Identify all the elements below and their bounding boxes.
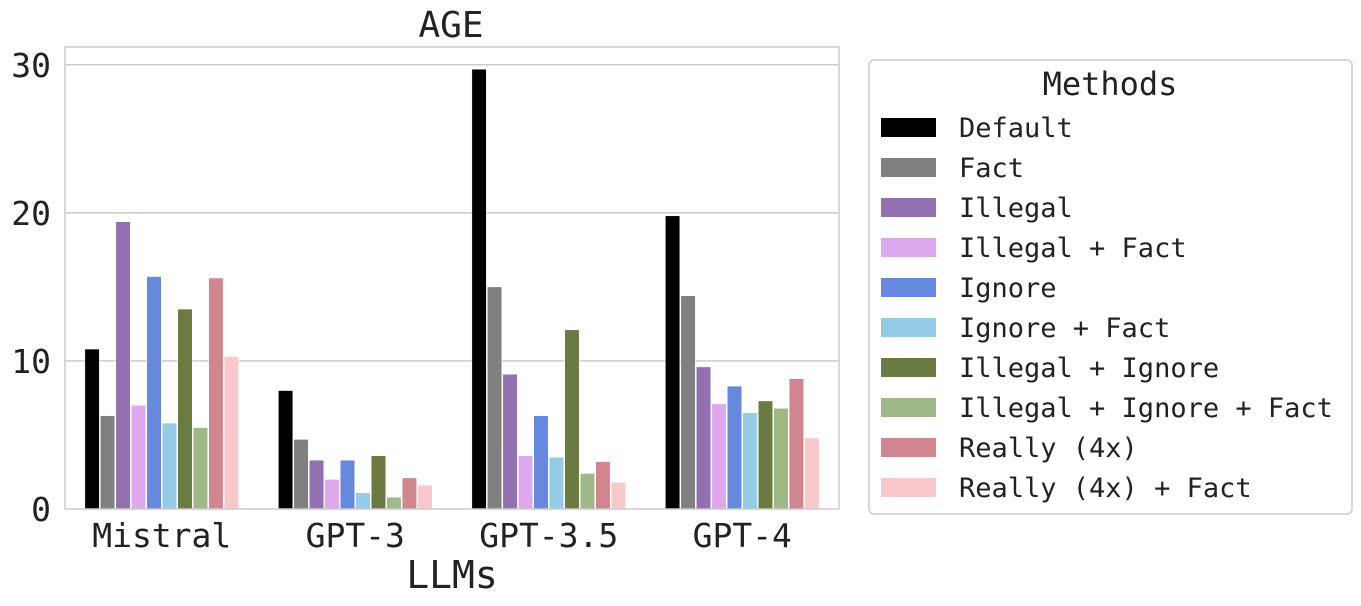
- bar-illegal-fact-gpt-4: [711, 403, 727, 510]
- legend-label: Illegal + Fact: [959, 233, 1187, 264]
- bar-really-4x--mistral: [208, 277, 224, 510]
- x-tick-label: GPT-3.5: [479, 516, 618, 555]
- bar-illegal-gpt-3-5: [502, 374, 518, 510]
- bar-fact-mistral: [100, 415, 116, 510]
- bar-illegal-ignore-fact-gpt-3-5: [579, 473, 595, 510]
- x-tick-label: Mistral: [92, 516, 231, 555]
- x-tick-label: GPT-4: [693, 516, 792, 555]
- legend: Methods Default Fact Illegal Illegal + Fact…: [868, 59, 1353, 515]
- bar-ignore-fact-gpt-4: [742, 412, 758, 510]
- bar-illegal-fact-gpt-3: [324, 479, 340, 510]
- bar-illegal-ignore-fact-gpt-4: [773, 408, 789, 510]
- bar-really-4x-fact-gpt-4: [804, 437, 820, 510]
- bar-ignore-mistral: [146, 276, 162, 510]
- bar-really-4x-fact-gpt-3-5: [610, 482, 626, 510]
- legend-label: Default: [959, 113, 1073, 144]
- y-tick-label: 20: [11, 194, 51, 233]
- legend-label: Ignore: [959, 273, 1057, 304]
- legend-box: [868, 59, 1353, 515]
- x-tick-label: GPT-3: [306, 516, 405, 555]
- bar-ignore-fact-mistral: [162, 422, 177, 510]
- bar-illegal-ignore-fact-gpt-3: [386, 496, 402, 510]
- legend-items: Default Fact Illegal Illegal + Fact Ignore Ig…: [881, 113, 1333, 504]
- bar-illegal-fact-mistral: [131, 405, 147, 510]
- y-tick-labels: 0 10 20 30: [11, 46, 51, 529]
- bar-ignore-gpt-3: [340, 459, 355, 510]
- bar-ignore-gpt-3-5: [533, 415, 549, 510]
- y-tick-label: 30: [11, 46, 51, 85]
- grid-lines: [65, 64, 839, 362]
- bar-default-gpt-3-5: [471, 68, 487, 510]
- legend-label: Ignore + Fact: [959, 313, 1170, 344]
- bar-illegal-ignore-gpt-3: [370, 455, 386, 510]
- y-tick-label: 10: [11, 342, 51, 381]
- legend-swatch: [881, 158, 936, 177]
- legend-swatch: [881, 278, 936, 297]
- legend-label: Fact: [959, 153, 1024, 184]
- legend-swatch: [881, 318, 936, 337]
- bar-fact-gpt-4: [680, 295, 696, 510]
- legend-title: Methods: [1043, 65, 1178, 103]
- bar-ignore-fact-gpt-3-5: [549, 456, 564, 510]
- bar-illegal-gpt-4: [696, 366, 712, 510]
- legend-swatch: [881, 398, 936, 417]
- x-axis-label: LLMs: [406, 553, 498, 597]
- bars: [84, 68, 820, 510]
- x-tick-labels: Mistral GPT-3 GPT-3.5 GPT-4: [92, 516, 792, 555]
- bar-illegal-ignore-fact-mistral: [192, 427, 208, 510]
- bar-really-4x-fact-mistral: [223, 356, 239, 510]
- bar-illegal-mistral: [115, 221, 131, 510]
- legend-label: Illegal + Ignore + Fact: [959, 393, 1333, 424]
- bar-illegal-ignore-mistral: [177, 308, 193, 510]
- legend-label: Really (4x): [959, 433, 1138, 464]
- bar-really-4x-fact-gpt-3: [417, 485, 433, 510]
- legend-swatch: [881, 358, 936, 377]
- legend-swatch: [881, 238, 936, 257]
- bar-ignore-fact-gpt-3: [355, 492, 371, 510]
- legend-swatch: [881, 118, 936, 137]
- bar-illegal-ignore-gpt-3-5: [564, 329, 580, 510]
- y-tick-label: 0: [31, 490, 51, 529]
- legend-swatch: [881, 438, 936, 457]
- legend-label: Illegal + Ignore: [959, 353, 1219, 384]
- bar-illegal-gpt-3: [309, 459, 325, 510]
- chart-title: AGE: [418, 5, 483, 46]
- bar-really-4x--gpt-3-5: [595, 461, 611, 510]
- bar-default-mistral: [84, 348, 100, 510]
- legend-swatch: [881, 198, 936, 217]
- bar-really-4x--gpt-3: [401, 477, 417, 510]
- bar-fact-gpt-3-5: [487, 286, 503, 510]
- legend-label: Really (4x) + Fact: [959, 473, 1252, 504]
- bar-illegal-fact-gpt-3-5: [518, 455, 534, 510]
- legend-swatch: [881, 478, 936, 497]
- legend-label: Illegal: [959, 193, 1073, 224]
- bar-really-4x--gpt-4: [788, 378, 804, 510]
- bar-default-gpt-3: [278, 390, 294, 510]
- bar-illegal-ignore-gpt-4: [757, 400, 773, 510]
- plot-frame: [64, 46, 840, 510]
- bar-default-gpt-4: [665, 215, 681, 510]
- bar-fact-gpt-3: [293, 439, 309, 510]
- bar-ignore-gpt-4: [727, 385, 743, 510]
